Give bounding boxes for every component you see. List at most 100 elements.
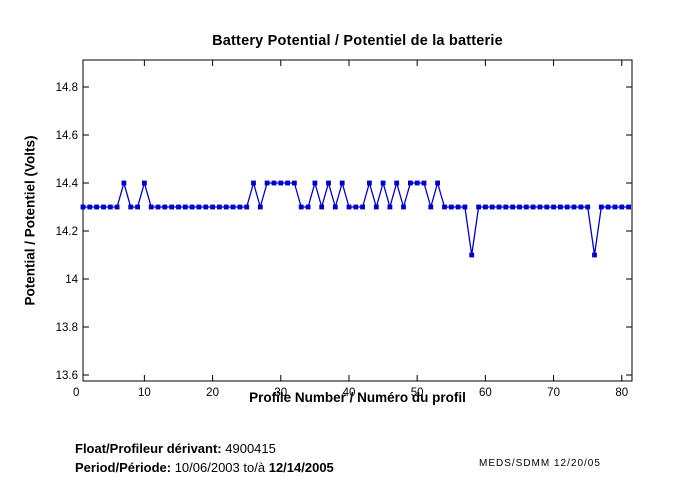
x-tick-label: 60 (479, 387, 492, 399)
y-tick-label: 14.2 (56, 226, 78, 238)
data-point (264, 180, 270, 186)
y-tick-label: 13.6 (56, 370, 78, 382)
data-point (162, 204, 168, 210)
x-tick-label: 20 (206, 387, 219, 399)
data-point (80, 204, 86, 210)
data-point (578, 204, 584, 210)
data-point (421, 180, 427, 186)
axis-box (82, 59, 633, 382)
data-point (442, 204, 447, 210)
float-id-line: Float/Profileur dérivant: 4900415 (75, 441, 276, 456)
data-point (605, 204, 611, 210)
data-point (155, 204, 161, 210)
data-point (496, 204, 502, 210)
data-point (326, 180, 331, 186)
data-point (251, 180, 256, 186)
data-point (476, 204, 481, 210)
y-tick-label: 14.6 (56, 130, 78, 142)
x-tick-label: 50 (411, 387, 424, 399)
data-point (373, 204, 379, 210)
data-point (428, 204, 434, 210)
data-point (619, 204, 625, 210)
data-point (408, 180, 413, 186)
plot-area: 0 10 20 30 40 50 60 70 80 13.6 13.8 14 14.2 14.4 14.6 1… (56, 59, 633, 399)
data-point (585, 204, 591, 210)
x-tick-label: 70 (547, 387, 560, 399)
data-point (394, 180, 400, 186)
data-point (128, 204, 134, 210)
data-series-line (83, 180, 629, 256)
data-point (203, 204, 209, 210)
x-tick-label: 80 (615, 387, 628, 399)
y-tick-label: 14 (65, 274, 78, 286)
data-point (196, 204, 202, 210)
data-point (462, 204, 468, 210)
data-point (592, 252, 597, 258)
data-point (271, 180, 277, 186)
data-point (169, 204, 175, 210)
data-point (135, 204, 140, 210)
data-point (114, 204, 120, 210)
data-point (176, 204, 181, 210)
y-tick-label: 14.4 (56, 178, 79, 190)
x-tick-label: 30 (274, 387, 287, 399)
data-point (182, 204, 188, 210)
data-point (305, 204, 311, 210)
data-point (101, 204, 106, 210)
data-point (360, 204, 365, 210)
x-axis-label: Profile Number / Numéro du profil (249, 390, 466, 405)
data-point (319, 204, 325, 210)
data-point (571, 204, 577, 210)
data-point (217, 204, 222, 210)
data-point (510, 204, 516, 210)
data-point (94, 204, 99, 210)
data-point (544, 204, 550, 210)
y-tick-label: 13.8 (56, 322, 78, 334)
data-point (558, 204, 563, 210)
data-point (278, 180, 284, 186)
data-point (517, 204, 522, 210)
data-point (523, 204, 529, 210)
data-point (346, 204, 352, 210)
float-id-value: 4900415 (225, 441, 276, 456)
data-point (312, 180, 318, 186)
float-id-label: Float/Profileur dérivant: (75, 441, 222, 456)
data-point (244, 204, 250, 210)
data-point (448, 204, 454, 210)
x-tick-label: 0 (73, 387, 79, 399)
data-point (435, 180, 440, 186)
data-point (530, 204, 536, 210)
data-point (483, 204, 488, 210)
data-point (353, 204, 359, 210)
data-point (414, 180, 420, 186)
data-point (230, 204, 236, 210)
data-point (598, 204, 604, 210)
data-point (298, 204, 304, 210)
period-label: Period/Période: (75, 460, 172, 475)
data-point (564, 204, 570, 210)
data-point (210, 204, 215, 210)
period-line: Period/Période: 10/06/2003 to/à 12/14/20… (75, 460, 334, 475)
data-point (503, 204, 509, 210)
data-point (469, 252, 475, 258)
data-point (332, 204, 338, 210)
data-point (339, 180, 345, 186)
data-point (612, 204, 618, 210)
x-tick-label: 40 (343, 387, 356, 399)
x-tick-label: 10 (138, 387, 151, 399)
y-tick-label: 14.8 (56, 82, 78, 94)
data-point (121, 180, 127, 186)
data-point (285, 180, 290, 186)
period-separator: to/à (243, 460, 266, 475)
data-point (148, 204, 154, 210)
data-point (189, 204, 195, 210)
y-axis-label: Potential / Potentiel (Volts) (22, 135, 38, 306)
data-point (387, 204, 393, 210)
data-point (455, 204, 461, 210)
data-point (551, 204, 556, 210)
period-end-date: 12/14/2005 (268, 460, 334, 475)
data-point (489, 204, 495, 210)
data-point (237, 204, 243, 210)
data-point (292, 180, 297, 186)
